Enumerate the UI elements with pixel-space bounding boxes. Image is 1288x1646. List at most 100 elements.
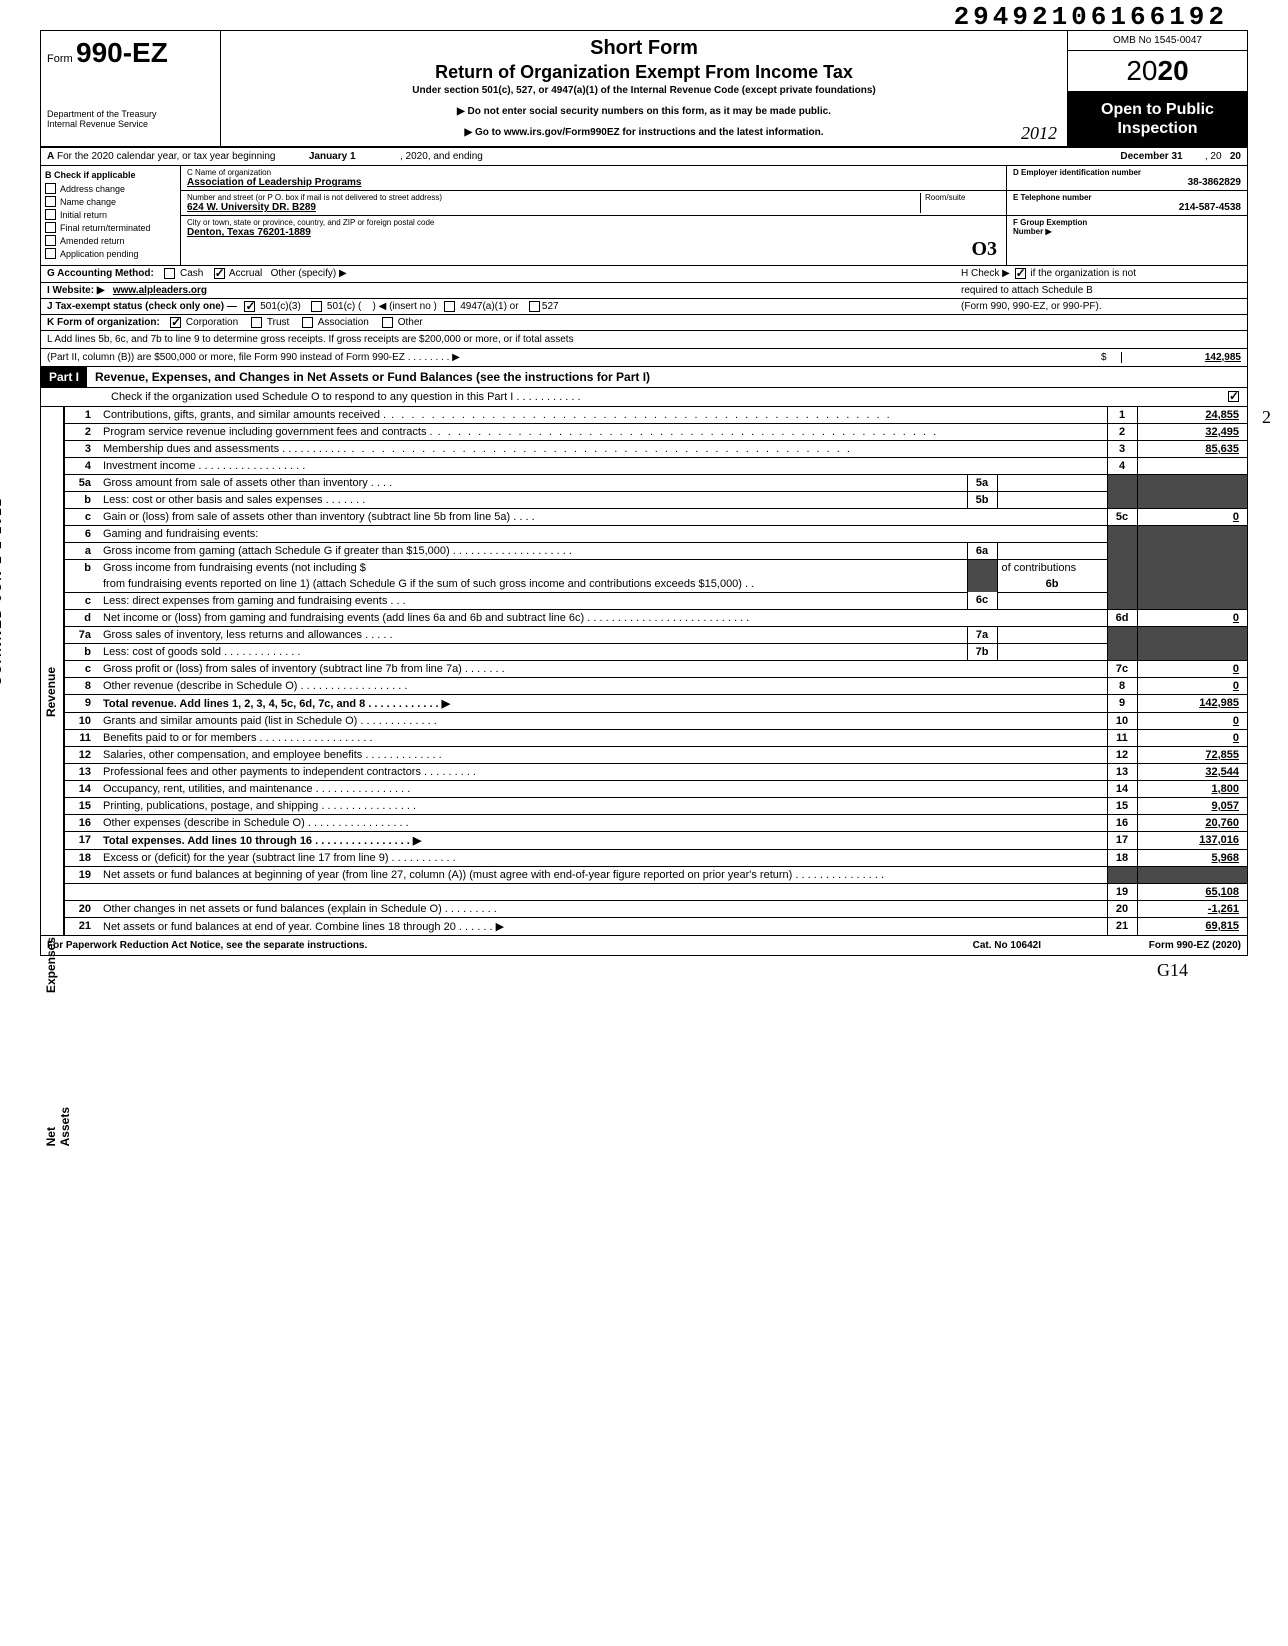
chk-accrual[interactable] bbox=[214, 268, 225, 279]
title-short: Short Form bbox=[231, 37, 1057, 60]
line-desc: Gross amount from sale of assets other t… bbox=[103, 477, 392, 489]
label-cash: Cash bbox=[180, 269, 203, 280]
open-public-2: Inspection bbox=[1072, 119, 1243, 138]
chk-4947[interactable] bbox=[444, 301, 455, 312]
row-a: A For the 2020 calendar year, or tax yea… bbox=[41, 148, 1247, 166]
part1-sub-text: Check if the organization used Schedule … bbox=[111, 391, 1226, 403]
handwritten-year: 2012 bbox=[1021, 123, 1057, 144]
chk-schedule-b[interactable] bbox=[1015, 268, 1026, 279]
line-desc: Gross income from gaming (attach Schedul… bbox=[103, 545, 572, 557]
checkbox-icon bbox=[45, 209, 56, 220]
line-amt: 69,815 bbox=[1137, 917, 1247, 935]
line-desc: Professional fees and other payments to … bbox=[103, 766, 476, 778]
chk-name-change[interactable]: Name change bbox=[45, 196, 176, 207]
line-desc: Investment income . . . . . . . . . . . … bbox=[103, 460, 305, 472]
part1-body: SCANNED JUN 2 2 2022 Revenue Expenses Ne… bbox=[41, 407, 1247, 935]
chk-label: Initial return bbox=[60, 210, 107, 220]
line-1: 1Contributions, gifts, grants, and simil… bbox=[65, 407, 1247, 424]
line-6c: cLess: direct expenses from gaming and f… bbox=[65, 592, 1247, 609]
label-527: 527 bbox=[542, 301, 559, 312]
row-j: J Tax-exempt status (check only one) — 5… bbox=[41, 299, 1247, 315]
checkbox-icon bbox=[45, 248, 56, 259]
checkbox-icon bbox=[45, 235, 56, 246]
line-9: 9Total revenue. Add lines 1, 2, 3, 4, 5c… bbox=[65, 694, 1247, 712]
label-g: G Accounting Method: bbox=[47, 269, 154, 280]
form-number: 990-EZ bbox=[76, 37, 168, 68]
row-l-2: (Part II, column (B)) are $500,000 or mo… bbox=[41, 349, 1247, 367]
chk-application-pending[interactable]: Application pending bbox=[45, 248, 176, 259]
line-7b: bLess: cost of goods sold . . . . . . . … bbox=[65, 643, 1247, 660]
line-desc: Contributions, gifts, grants, and simila… bbox=[103, 409, 386, 421]
row-a-suffix: , 20 bbox=[1205, 151, 1222, 162]
line-desc: Total revenue. Add lines 1, 2, 3, 4, 5c,… bbox=[103, 698, 450, 710]
chk-501c3[interactable] bbox=[244, 301, 255, 312]
chk-cash[interactable] bbox=[164, 268, 175, 279]
row-g-h: G Accounting Method: Cash Accrual Other … bbox=[41, 266, 1247, 282]
label-insert-no: ) ◀ (insert no ) bbox=[373, 301, 437, 312]
line-amt: 1,800 bbox=[1137, 780, 1247, 797]
chk-other-org[interactable] bbox=[382, 317, 393, 328]
line-12: 12Salaries, other compensation, and empl… bbox=[65, 746, 1247, 763]
mid-no: 6a bbox=[967, 542, 997, 559]
row-l-1: L Add lines 5b, 6c, and 7b to line 9 to … bbox=[41, 331, 1247, 349]
line-desc: Occupancy, rent, utilities, and maintena… bbox=[103, 783, 410, 795]
row-l-dollar: $ bbox=[1101, 352, 1121, 363]
row-a-end: December 31 bbox=[1120, 151, 1182, 162]
chk-label: Amended return bbox=[60, 236, 125, 246]
note-instructions: Go to www.irs.gov/Form990EZ for instruct… bbox=[231, 127, 1057, 138]
line-desc: Program service revenue including govern… bbox=[103, 426, 433, 438]
mid-no: 5b bbox=[967, 491, 997, 508]
line-desc: Less: cost of goods sold . . . . . . . .… bbox=[103, 646, 300, 658]
chk-501c[interactable] bbox=[311, 301, 322, 312]
line-7c: cGross profit or (loss) from sales of in… bbox=[65, 660, 1247, 677]
label-other-method: Other (specify) ▶ bbox=[271, 269, 347, 280]
label-association: Association bbox=[318, 317, 369, 328]
col-c: C Name of organization Association of Le… bbox=[181, 166, 1007, 265]
line-21: 21Net assets or fund balances at end of … bbox=[65, 917, 1247, 935]
part1-tag: Part I bbox=[41, 367, 87, 387]
side-expenses: Expenses bbox=[44, 937, 58, 993]
label-i: I Website: ▶ bbox=[47, 285, 105, 296]
org-name: Association of Leadership Programs bbox=[187, 177, 1000, 188]
line-4: 4Investment income . . . . . . . . . . .… bbox=[65, 457, 1247, 474]
line-13: 13Professional fees and other payments t… bbox=[65, 763, 1247, 780]
side-revenue: Revenue bbox=[44, 667, 58, 717]
line-amt bbox=[1137, 457, 1247, 474]
line-desc: Net income or (loss) from gaming and fun… bbox=[103, 612, 749, 624]
omb-number: OMB No 1545-0047 bbox=[1068, 31, 1247, 51]
chk-initial-return[interactable]: Initial return bbox=[45, 209, 176, 220]
label-corporation: Corporation bbox=[186, 317, 238, 328]
org-address: 624 W. University DR. B289 bbox=[187, 202, 920, 213]
line-amt: 65,108 bbox=[1137, 883, 1247, 900]
line-amt: 0 bbox=[1137, 609, 1247, 626]
chk-trust[interactable] bbox=[251, 317, 262, 328]
line-2: 2Program service revenue including gover… bbox=[65, 423, 1247, 440]
ein: 38-3862829 bbox=[1013, 177, 1241, 188]
chk-schedule-o[interactable] bbox=[1228, 391, 1239, 402]
line-desc: Benefits paid to or for members . . . . … bbox=[103, 732, 373, 744]
line-amt: 0 bbox=[1137, 677, 1247, 694]
line-desc: Net assets or fund balances at beginning… bbox=[103, 869, 884, 881]
line-desc: Gaming and fundraising events: bbox=[103, 528, 258, 540]
chk-527[interactable] bbox=[529, 301, 540, 312]
line-19: 19Net assets or fund balances at beginni… bbox=[65, 866, 1247, 883]
row-a-begin: January 1 bbox=[309, 151, 356, 162]
line-desc: Other revenue (describe in Schedule O) .… bbox=[103, 680, 407, 692]
footer-mid: Cat. No 10642I bbox=[973, 940, 1041, 951]
part1-title: Revenue, Expenses, and Changes in Net As… bbox=[87, 370, 650, 384]
chk-final-return[interactable]: Final return/terminated bbox=[45, 222, 176, 233]
label-group-exemption: F Group Exemption bbox=[1013, 218, 1241, 227]
mid-no: 6b bbox=[997, 576, 1107, 593]
chk-corporation[interactable] bbox=[170, 317, 181, 328]
label-group-exemption-2: Number ▶ bbox=[1013, 227, 1241, 236]
chk-amended-return[interactable]: Amended return bbox=[45, 235, 176, 246]
chk-address-change[interactable]: Address change bbox=[45, 183, 176, 194]
row-a-prefix: A bbox=[47, 151, 54, 162]
chk-association[interactable] bbox=[302, 317, 313, 328]
line-17: 17Total expenses. Add lines 10 through 1… bbox=[65, 831, 1247, 849]
line-amt: 0 bbox=[1137, 660, 1247, 677]
line-desc: Total expenses. Add lines 10 through 16 … bbox=[103, 835, 421, 847]
handwritten-2: 2 bbox=[1262, 407, 1271, 428]
line-amt: 0 bbox=[1137, 729, 1247, 746]
form-number-box: Form 990-EZ Department of the Treasury I… bbox=[41, 31, 221, 146]
